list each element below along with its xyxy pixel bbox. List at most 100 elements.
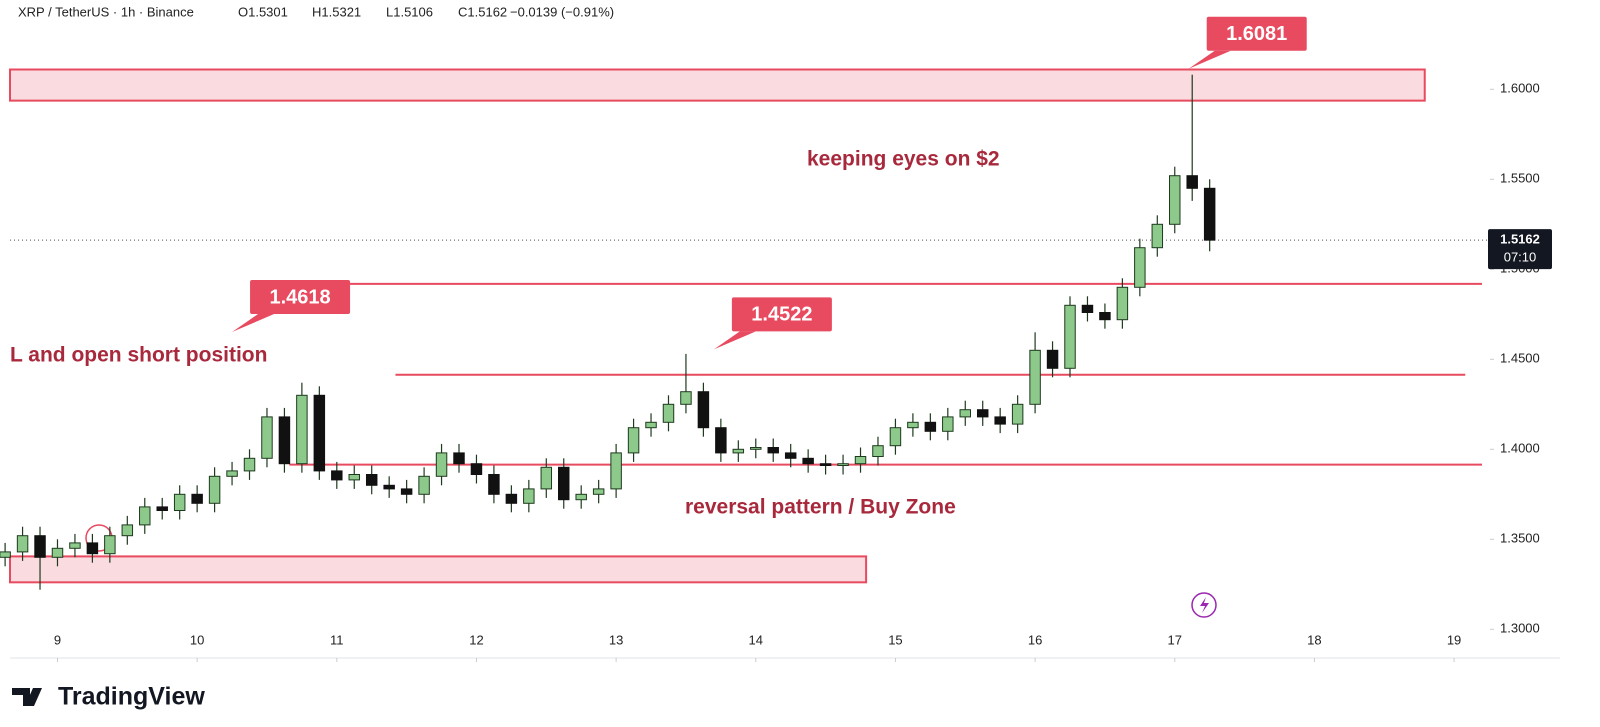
candle-body	[1134, 247, 1146, 288]
annotation: reversal pattern / Buy Zone	[685, 496, 956, 519]
candle-body	[924, 421, 937, 432]
candle-body	[16, 535, 29, 553]
ohlc-high: H1.5321	[312, 4, 361, 19]
candle-body	[278, 416, 291, 465]
x-tick-label: 17	[1168, 632, 1182, 647]
candle-body	[1151, 223, 1164, 249]
candle-body	[348, 474, 360, 481]
candle-body	[365, 474, 378, 486]
x-tick-label: 16	[1028, 632, 1042, 647]
candle-body	[1203, 187, 1216, 241]
x-tick-label: 19	[1447, 632, 1461, 647]
candle-body	[1116, 286, 1129, 321]
header: XRP / TetherUS · 1h · Binance O1.5301 H1…	[18, 4, 614, 19]
candle-body	[819, 463, 832, 467]
candle-body	[610, 452, 622, 490]
x-tick-label: 12	[469, 632, 483, 647]
callout: 1.6081	[1188, 16, 1307, 69]
callout-pointer	[1188, 50, 1231, 69]
candle-body	[627, 427, 640, 454]
callout-pointer	[713, 331, 756, 350]
candle-body	[435, 452, 448, 477]
brand: TradingView	[58, 683, 205, 711]
price-badge-label: 1.5162	[1500, 232, 1540, 247]
candle-body	[750, 447, 762, 450]
candle-body	[959, 409, 972, 418]
callout: 1.4618	[232, 280, 351, 333]
y-tick-label: 1.3000	[1500, 621, 1540, 636]
candle-body	[942, 416, 954, 432]
candle-body	[976, 409, 989, 418]
candle-body	[837, 463, 849, 467]
y-tick-label: 1.3500	[1500, 531, 1540, 546]
candle-body	[34, 535, 46, 558]
candle-body	[383, 484, 395, 490]
candle-body	[488, 474, 500, 495]
callout: 1.4522	[713, 297, 832, 350]
candle-body	[173, 493, 186, 511]
logo: TradingView	[12, 683, 205, 711]
candle-body	[592, 488, 605, 495]
y-tick-label: 1.6000	[1500, 81, 1540, 96]
callout-box	[250, 280, 351, 315]
x-tick-label: 9	[54, 632, 61, 647]
candle-body	[854, 456, 867, 465]
y-tick-label: 1.4000	[1500, 441, 1540, 456]
candle-body	[1099, 312, 1111, 321]
candle-body	[86, 542, 99, 555]
candle-body	[505, 493, 518, 504]
candle-body	[331, 470, 343, 481]
x-tick-label: 10	[190, 632, 204, 647]
candle-body	[872, 445, 884, 458]
candle-body	[226, 470, 238, 477]
zone	[9, 68, 1426, 102]
candle-body	[418, 475, 430, 495]
event-icon	[1191, 592, 1217, 618]
x-tick-label: 11	[330, 632, 344, 647]
candle-body	[784, 452, 797, 459]
candle-body	[313, 394, 326, 472]
candle-body	[767, 447, 779, 454]
candle-body	[243, 457, 256, 472]
x-tick-label: 13	[609, 632, 623, 647]
logo-mark	[12, 688, 42, 706]
candle-body	[1011, 403, 1024, 425]
callout-pointer	[232, 314, 275, 333]
callout-box	[731, 297, 832, 332]
candle-body	[104, 535, 116, 555]
candle-body	[208, 475, 221, 504]
candle-body	[1064, 304, 1076, 369]
symbol: XRP / TetherUS · 1h · Binance	[18, 4, 194, 19]
candle-body	[680, 391, 692, 405]
ohlc-close: C1.5162	[458, 4, 507, 19]
candle-body	[1081, 304, 1094, 313]
annotation: L and open short position	[10, 344, 267, 367]
price-badge	[1488, 229, 1552, 270]
candle-body	[662, 403, 675, 423]
candle-body	[540, 466, 553, 490]
candle-body	[802, 457, 814, 465]
candle-body	[51, 547, 64, 558]
y-tick-label: 1.4500	[1500, 351, 1540, 366]
candle-body	[558, 466, 570, 501]
candle-body	[645, 421, 657, 429]
candle-body	[732, 448, 745, 454]
annotation: keeping eyes on $2	[807, 148, 1000, 171]
candle-body	[1046, 349, 1059, 369]
candle-body	[1169, 175, 1181, 225]
candle-body	[400, 488, 413, 495]
candle-body	[453, 452, 465, 465]
x-tick-label: 18	[1307, 632, 1321, 647]
candle-body	[994, 416, 1006, 425]
x-tick-label: 15	[888, 632, 902, 647]
change: −0.0139 (−0.91%)	[510, 4, 614, 19]
candle-body	[121, 524, 134, 537]
ohlc-low: L1.5106	[386, 4, 433, 19]
y-tick-label: 1.5500	[1500, 171, 1540, 186]
callout-box	[1206, 16, 1307, 51]
candle-body	[139, 506, 151, 526]
callout-label: 1.4618	[269, 286, 330, 308]
event-icon-bolt	[1200, 597, 1209, 613]
